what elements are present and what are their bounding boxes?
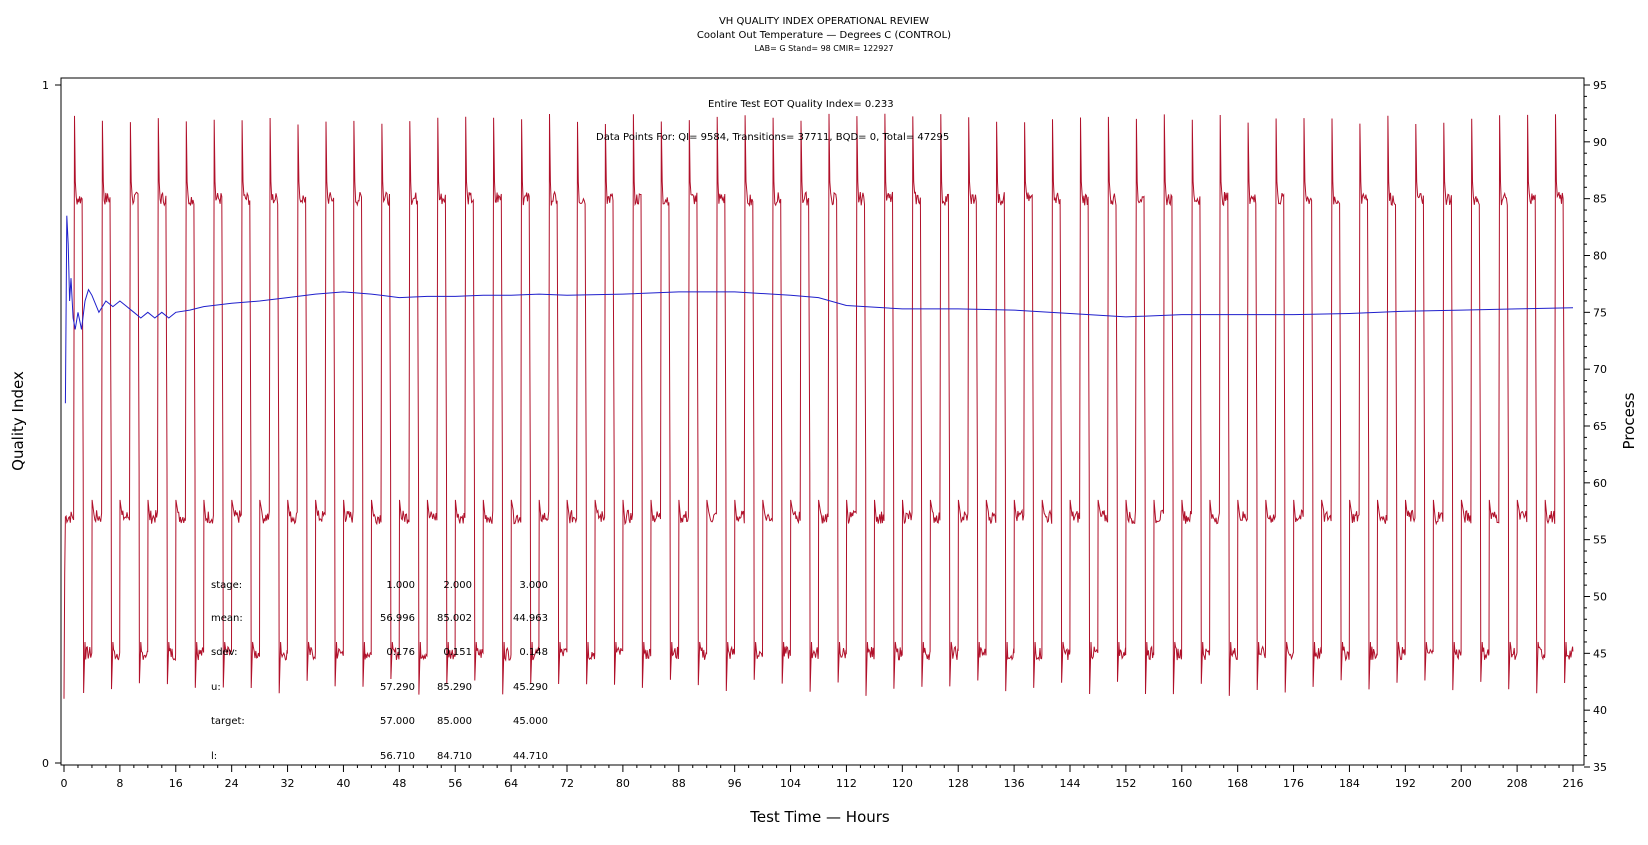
x-tick-label: 168: [1227, 777, 1248, 790]
x-tick-label: 56: [448, 777, 462, 790]
stats-row-label: sdev:: [211, 647, 237, 658]
x-tick-label: 72: [560, 777, 574, 790]
y2-tick-label: 55: [1593, 534, 1607, 547]
stats-cell: 45.000: [513, 716, 548, 727]
quality-index-annotation: Entire Test EOT Quality Index= 0.233: [708, 99, 894, 110]
x-tick-label: 192: [1395, 777, 1416, 790]
x-tick-label: 24: [225, 777, 239, 790]
y-axis-left: 01: [42, 79, 61, 770]
quality-index-line: [64, 215, 1574, 404]
x-tick-label: 96: [728, 777, 742, 790]
stats-table: stage: 1.000 2.000 3.000 mean: 56.996 85.002 44…: [211, 580, 548, 762]
stats-cell: 85.000: [437, 716, 472, 727]
x-tick-label: 208: [1507, 777, 1528, 790]
stats-cell: 2.000: [443, 580, 472, 591]
x-tick-label: 8: [116, 777, 123, 790]
x-tick-label: 104: [780, 777, 801, 790]
x-tick-label: 200: [1451, 777, 1472, 790]
y2-tick-label: 65: [1593, 420, 1607, 433]
process-series: [63, 113, 1574, 699]
x-tick-label: 48: [392, 777, 406, 790]
y2-tick-label: 90: [1593, 136, 1607, 149]
y2-tick-label: 50: [1593, 591, 1607, 604]
stats-cell: 56.996: [380, 613, 415, 624]
stats-cell: 44.710: [513, 751, 548, 762]
y-axis-label: Quality Index: [9, 371, 27, 471]
stats-cell: 45.290: [513, 682, 548, 693]
chart-title: VH QUALITY INDEX OPERATIONAL REVIEW: [719, 16, 929, 27]
y2-axis-label: Process: [1620, 392, 1638, 449]
stats-cell: 44.963: [513, 613, 548, 624]
y2-tick-label: 45: [1593, 647, 1607, 660]
stats-cell: 85.290: [437, 682, 472, 693]
y2-tick-label: 95: [1593, 79, 1607, 92]
y-tick-label: 0: [42, 757, 49, 770]
y-tick-label: 1: [42, 79, 49, 92]
data-points-annotation: Data Points For: QI= 9584, Transitions= …: [596, 132, 949, 143]
y-axis-right: 35 40 45 50 55 60 65 70 75 80 85 90 95: [1584, 79, 1607, 774]
x-axis: 0 8 16 24 32 40 48 56 64 72 80 88 96 104 112 120 128 136 1…: [61, 764, 1584, 790]
stats-cell: 1.000: [386, 580, 415, 591]
x-tick-label: 88: [672, 777, 686, 790]
stats-row-label: l:: [211, 751, 217, 762]
chart-subtitle: Coolant Out Temperature — Degrees C (CON…: [697, 30, 951, 41]
x-tick-label: 160: [1171, 777, 1192, 790]
x-tick-label: 64: [504, 777, 518, 790]
y2-tick-label: 75: [1593, 306, 1607, 319]
y2-tick-label: 70: [1593, 363, 1607, 376]
stats-cell: 0.148: [519, 647, 548, 658]
stats-cell: 85.002: [437, 613, 472, 624]
process-line: [63, 113, 1574, 699]
x-tick-label: 144: [1060, 777, 1081, 790]
x-tick-label: 136: [1004, 777, 1025, 790]
x-tick-label: 0: [61, 777, 68, 790]
stats-row-label: stage:: [211, 580, 242, 591]
x-tick-label: 128: [948, 777, 969, 790]
x-tick-label: 216: [1563, 777, 1584, 790]
x-tick-label: 32: [281, 777, 295, 790]
x-tick-label: 184: [1339, 777, 1360, 790]
stats-cell: 0.176: [386, 647, 415, 658]
stats-row-label: u:: [211, 682, 221, 693]
stats-cell: 57.290: [380, 682, 415, 693]
chart-info: LAB= G Stand= 98 CMIR= 122927: [754, 44, 893, 53]
stats-cell: 56.710: [380, 751, 415, 762]
stats-cell: 57.000: [380, 716, 415, 727]
stats-row-label: target:: [211, 716, 245, 727]
x-tick-label: 120: [892, 777, 913, 790]
x-tick-label: 112: [836, 777, 857, 790]
stats-cell: 3.000: [519, 580, 548, 591]
quality-index-series: [64, 215, 1574, 404]
y2-tick-label: 85: [1593, 193, 1607, 206]
y2-tick-label: 80: [1593, 250, 1607, 263]
y2-tick-label: 35: [1593, 761, 1607, 774]
x-tick-label: 176: [1283, 777, 1304, 790]
stats-cell: 0.151: [443, 647, 472, 658]
stats-cell: 84.710: [437, 751, 472, 762]
stats-row-label: mean:: [211, 613, 243, 624]
x-tick-label: 152: [1115, 777, 1136, 790]
x-axis-label: Test Time — Hours: [749, 808, 890, 826]
y2-tick-label: 40: [1593, 704, 1607, 717]
y2-tick-label: 60: [1593, 477, 1607, 490]
x-tick-label: 40: [336, 777, 350, 790]
x-tick-label: 80: [616, 777, 630, 790]
x-tick-label: 16: [169, 777, 183, 790]
